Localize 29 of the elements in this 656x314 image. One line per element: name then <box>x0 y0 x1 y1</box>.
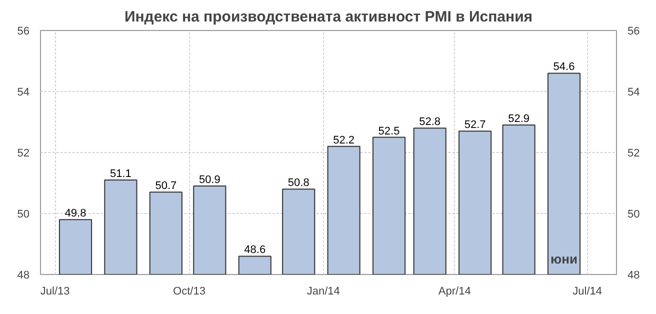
data-label: 52.5 <box>378 125 400 138</box>
y2-tick-label: 54 <box>628 86 640 98</box>
data-label: 49.8 <box>64 208 86 220</box>
y-tick-label: 54 <box>17 86 30 98</box>
y2-tick-label: 56 <box>628 26 640 38</box>
y-tick-label: 52 <box>17 148 30 160</box>
y-tick-label: 48 <box>17 270 30 282</box>
data-label: 52.8 <box>419 116 441 128</box>
annotation: юни <box>550 252 578 266</box>
data-label: 50.8 <box>288 177 310 190</box>
data-label: 51.1 <box>110 168 132 180</box>
x-tick-label: Jul/13 <box>40 286 70 298</box>
data-label: 52.2 <box>333 134 355 146</box>
chart-title: Индекс на производствената активност PMI в Испания <box>124 8 533 26</box>
data-label: 50.7 <box>155 180 177 192</box>
data-label: 52.7 <box>464 119 486 132</box>
y-tick-label: 50 <box>17 208 30 220</box>
data-label: 52.9 <box>508 113 530 126</box>
x-tick-label: Apr/14 <box>438 286 471 298</box>
data-label: 54.6 <box>553 61 575 74</box>
x-tick-label: Jan/14 <box>306 286 340 298</box>
data-label: 48.6 <box>244 244 266 256</box>
data-label: 50.9 <box>198 174 220 186</box>
y2-tick-label: 50 <box>628 208 640 220</box>
x-tick-label: Oct/13 <box>173 286 206 298</box>
y-tick-label: 56 <box>17 26 30 38</box>
y2-tick-label: 48 <box>628 270 640 282</box>
y2-tick-label: 52 <box>628 148 640 160</box>
x-tick-label: Jul/14 <box>572 286 602 298</box>
